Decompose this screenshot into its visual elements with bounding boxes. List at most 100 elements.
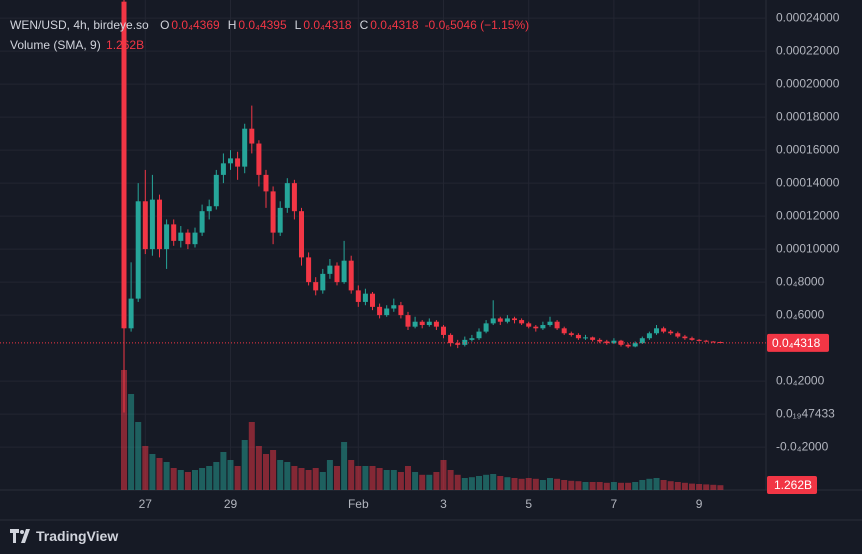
candle-body bbox=[220, 163, 226, 175]
volume-bar bbox=[213, 462, 220, 490]
volume-bar bbox=[646, 478, 653, 490]
candle-body bbox=[590, 337, 596, 340]
volume-bar bbox=[618, 482, 624, 490]
candle-body bbox=[185, 232, 191, 245]
candle-body bbox=[675, 333, 681, 337]
volume-bar bbox=[263, 454, 269, 490]
volume-bar bbox=[135, 422, 142, 490]
volume-bar bbox=[376, 468, 383, 490]
ohlc-row: WEN/USD, 4h, birdeye.so O 0.0₄4369 H 0.0₄43… bbox=[10, 15, 531, 35]
volume-bar bbox=[703, 484, 710, 490]
candle-body bbox=[547, 321, 553, 326]
candle-body bbox=[462, 339, 468, 345]
volume-bar bbox=[518, 478, 525, 490]
candle-body bbox=[604, 341, 610, 344]
volume-bar bbox=[163, 462, 170, 490]
ohlc-value: 0.0₄4318 bbox=[370, 18, 419, 32]
candle-body bbox=[320, 273, 326, 291]
volume-bar bbox=[241, 440, 248, 490]
candle-body bbox=[277, 207, 283, 233]
candle-body bbox=[171, 224, 177, 241]
volume-bar bbox=[504, 477, 511, 490]
volume-bar bbox=[362, 466, 369, 490]
volume-bar bbox=[511, 478, 518, 490]
candle-body bbox=[512, 318, 517, 321]
candle-body bbox=[504, 318, 510, 322]
volume-bar bbox=[419, 474, 426, 490]
ohlc-key: C bbox=[359, 18, 369, 32]
legend: WEN/USD, 4h, birdeye.so O 0.0₄4369 H 0.0₄43… bbox=[10, 15, 531, 55]
candle-body bbox=[469, 338, 475, 340]
y-tick-label: 0.00024000 bbox=[776, 10, 840, 24]
y-tick-label: 0.00018000 bbox=[776, 109, 840, 123]
candle-body bbox=[661, 328, 667, 332]
volume-bar bbox=[234, 466, 241, 490]
candle-body bbox=[646, 333, 652, 339]
symbol-title: WEN/USD, 4h, birdeye.so bbox=[10, 18, 149, 32]
candle-body bbox=[178, 232, 184, 241]
candle-body bbox=[284, 183, 290, 208]
candle-body bbox=[654, 328, 659, 334]
volume-bar bbox=[710, 484, 717, 490]
candle-body bbox=[206, 206, 212, 212]
volume-bar bbox=[248, 422, 255, 490]
y-tick-label: 0.0₄6000 bbox=[776, 307, 825, 321]
candle-body bbox=[710, 341, 716, 343]
candle-body bbox=[164, 224, 170, 250]
volume-bar bbox=[639, 480, 646, 490]
volume-bar bbox=[199, 468, 206, 490]
candle-body bbox=[256, 143, 262, 175]
candle-body bbox=[249, 128, 255, 144]
x-tick-label: 9 bbox=[696, 497, 703, 511]
candle-body bbox=[533, 326, 539, 329]
ohlc-value: 0.0₄4369 bbox=[171, 18, 220, 32]
volume-bar bbox=[610, 482, 617, 490]
volume-bar bbox=[667, 481, 674, 490]
x-tick-label: 27 bbox=[139, 497, 153, 511]
volume-bar bbox=[681, 482, 688, 490]
candle-body bbox=[483, 323, 489, 332]
volume-bar bbox=[468, 477, 475, 490]
candle-body bbox=[242, 128, 248, 167]
volume-bar bbox=[532, 478, 539, 490]
candle-body bbox=[128, 298, 134, 329]
y-tick-label: 0.00022000 bbox=[776, 43, 840, 57]
candle-body bbox=[327, 265, 333, 274]
volume-bar bbox=[326, 460, 333, 490]
candle-body bbox=[426, 321, 432, 326]
candle-body bbox=[689, 338, 695, 340]
change: -0.0₆5046 (−1.15%) bbox=[424, 18, 530, 32]
candle-body bbox=[696, 339, 702, 341]
volume-bar bbox=[369, 466, 376, 490]
candle-body bbox=[490, 318, 496, 324]
y-tick-label: 0.00012000 bbox=[776, 208, 840, 222]
candle-body bbox=[384, 308, 390, 316]
candle-body bbox=[412, 321, 418, 327]
candle-body bbox=[583, 337, 588, 339]
candle-body bbox=[121, 1, 127, 329]
volume-bar bbox=[341, 442, 348, 490]
candle-body bbox=[668, 331, 674, 334]
volume-bar bbox=[674, 482, 681, 490]
candle-body bbox=[639, 338, 645, 344]
branding: TradingView bbox=[10, 526, 118, 546]
ohlc-value: 0.0₄4395 bbox=[238, 18, 287, 32]
candle-body bbox=[476, 331, 482, 339]
volume-value: 1.262B bbox=[106, 38, 145, 52]
volume-bar bbox=[405, 466, 411, 490]
candle-body bbox=[703, 340, 709, 342]
volume-bar bbox=[348, 460, 355, 490]
volume-bar bbox=[412, 472, 419, 490]
volume-bar bbox=[589, 482, 596, 490]
candle-body bbox=[540, 325, 546, 329]
volume-bar bbox=[227, 460, 234, 490]
volume-bar bbox=[255, 446, 262, 490]
x-tick-label: 3 bbox=[440, 497, 447, 511]
volume-bar bbox=[319, 472, 326, 490]
volume-bar bbox=[447, 470, 454, 490]
volume-bar bbox=[305, 470, 312, 490]
volume-bar bbox=[220, 452, 227, 490]
volume-bar bbox=[696, 484, 703, 490]
